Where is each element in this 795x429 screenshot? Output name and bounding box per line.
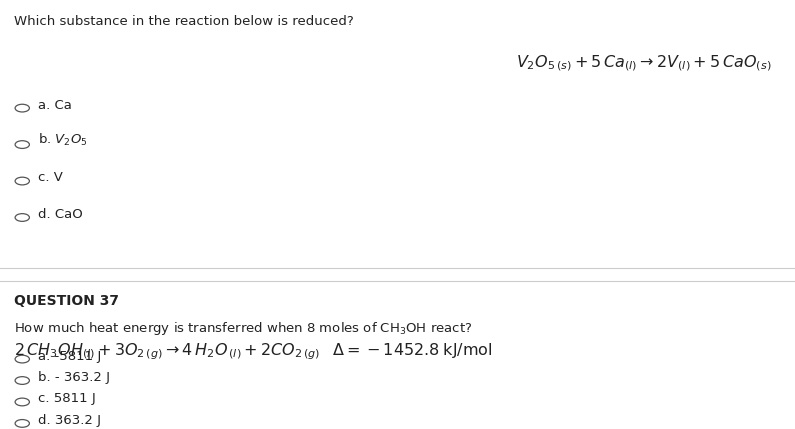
Text: c. V: c. V	[38, 172, 63, 184]
Text: $2\,CH_3OH_{(l)} + 3O_{2\,(g)} \rightarrow 4\,H_2O_{\,(l)} + 2CO_{2\,(g)}$$\;\;\: $2\,CH_3OH_{(l)} + 3O_{2\,(g)} \rightarr…	[14, 341, 493, 362]
Text: a. -5811 J: a. -5811 J	[38, 350, 102, 363]
Text: d. 363.2 J: d. 363.2 J	[38, 414, 101, 427]
Text: How much heat energy is transferred when 8 moles of CH$_3$OH react?: How much heat energy is transferred when…	[14, 320, 473, 337]
Text: b. - 363.2 J: b. - 363.2 J	[38, 371, 111, 384]
Text: d. CaO: d. CaO	[38, 208, 83, 221]
Text: Which substance in the reaction below is reduced?: Which substance in the reaction below is…	[14, 15, 354, 28]
Text: QUESTION 37: QUESTION 37	[14, 294, 119, 308]
Text: c. 5811 J: c. 5811 J	[38, 393, 96, 405]
Text: a. Ca: a. Ca	[38, 99, 72, 112]
Text: $V_2O_{5\,(s)} + 5\,Ca_{(l)} \rightarrow 2V_{(l)} + 5\,CaO_{(s)}$: $V_2O_{5\,(s)} + 5\,Ca_{(l)} \rightarrow…	[516, 54, 771, 73]
Text: b. $V_2O_5$: b. $V_2O_5$	[38, 132, 87, 148]
